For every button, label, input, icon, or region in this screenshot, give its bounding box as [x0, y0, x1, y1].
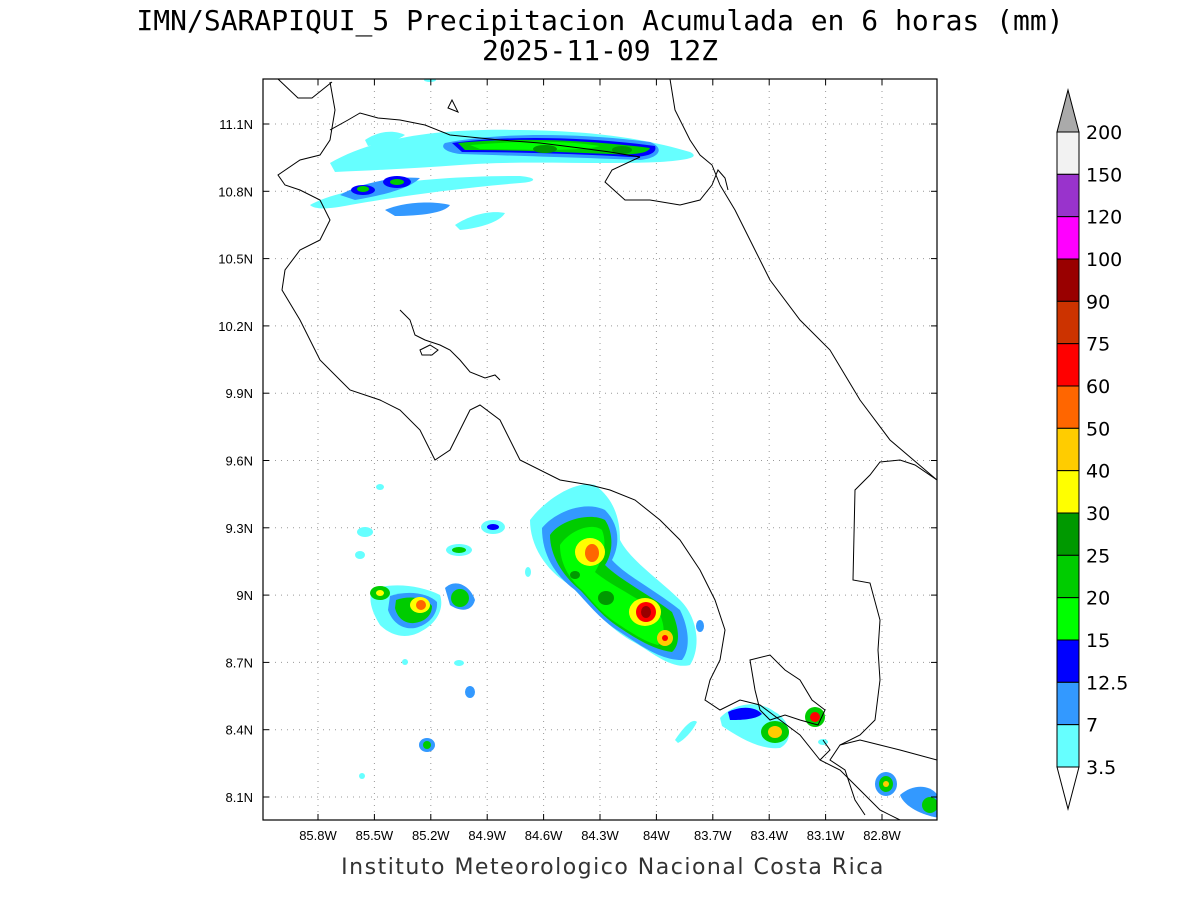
colorbar-segment [1056, 554, 1080, 599]
colorbar-segment [1056, 597, 1080, 641]
colorbar-segment [1056, 131, 1080, 175]
colorbar-under-triangle [1056, 766, 1080, 811]
latitude-axis: 11.1N 10.8N 10.5N 10.2N 9.9N 9.6N 9.3N 9N 8.7N 8.… [218, 117, 937, 805]
colorbar-segment [1056, 385, 1080, 429]
precipitation-field [277, 79, 937, 820]
rain-cluster-west [355, 484, 531, 779]
map-subtitle-datetime: 2025-11-09 12Z [481, 34, 718, 67]
lon-tick-label: 85.2W [412, 828, 450, 843]
colorbar-segment [1056, 258, 1080, 302]
lon-tick-label: 84.3W [581, 828, 619, 843]
colorbar-segment [1056, 681, 1080, 726]
colorbar-label: 100 [1086, 249, 1122, 271]
coastlines [277, 79, 937, 820]
colorbar-label: 90 [1086, 291, 1110, 313]
colorbar-label: 3.5 [1086, 757, 1116, 779]
colorbar-segment [1056, 427, 1080, 472]
lat-tick-label: 8.7N [226, 655, 253, 670]
colorbar-label: 200 [1086, 122, 1122, 144]
lon-tick-label: 84.9W [468, 828, 506, 843]
colorbar-segment [1056, 343, 1080, 387]
lon-tick-label: 82.8W [863, 828, 901, 843]
lat-tick-label: 10.8N [218, 184, 253, 199]
lon-tick-label: 85.8W [299, 828, 337, 843]
colorbar-label: 120 [1086, 207, 1122, 229]
colorbar-segment [1056, 512, 1080, 556]
lon-tick-label: 84W [643, 828, 670, 843]
colorbar-label: 20 [1086, 588, 1110, 610]
rain-cluster-central [530, 484, 697, 666]
colorbar-label: 40 [1086, 461, 1110, 483]
colorbar-legend: 200 150 120 100 90 75 60 50 40 30 25 20 15 12.5 7 3.5 [1056, 88, 1128, 811]
lon-tick-label: 84.6W [525, 828, 563, 843]
lon-tick-label: 83.4W [750, 828, 788, 843]
lat-tick-label: 9N [236, 588, 253, 603]
colorbar-over-triangle [1056, 88, 1080, 133]
colorbar-segment [1056, 724, 1080, 768]
credit-text: Instituto Meteorologico Nacional Costa R… [341, 855, 885, 880]
rain-band-north [310, 129, 694, 230]
lat-tick-label: 9.6N [226, 454, 253, 469]
lat-tick-label: 8.1N [226, 790, 253, 805]
colorbar-label: 75 [1086, 334, 1110, 356]
colorbar-segment [1056, 470, 1080, 514]
colorbar-label: 30 [1086, 503, 1110, 525]
lat-tick-label: 9.9N [226, 386, 253, 401]
lat-tick-label: 9.3N [226, 521, 253, 536]
map-title: IMN/SARAPIQUI_5 Precipitacion Acumulada … [136, 4, 1064, 37]
colorbar-label: 15 [1086, 630, 1110, 652]
lat-tick-label: 8.4N [226, 723, 253, 738]
longitude-axis: 85.8W 85.5W 85.2W 84.9W 84.6W 84.3W 84W 83.7W 83… [299, 79, 902, 843]
colorbar-label: 25 [1086, 545, 1110, 567]
colorbar-label: 150 [1086, 164, 1122, 186]
lat-tick-label: 11.1N [219, 117, 253, 132]
colorbar-segment [1056, 300, 1080, 345]
lon-tick-label: 83.1W [807, 828, 845, 843]
lat-tick-label: 10.2N [218, 319, 253, 334]
colorbar-label: 60 [1086, 376, 1110, 398]
lon-tick-label: 85.5W [356, 828, 394, 843]
colorbar-label: 50 [1086, 418, 1110, 440]
lon-tick-label: 83.7W [694, 828, 732, 843]
colorbar-label: 12.5 [1086, 672, 1128, 694]
lat-tick-label: 10.5N [218, 252, 253, 267]
colorbar-segment [1056, 639, 1080, 683]
colorbar-segment [1056, 216, 1080, 260]
colorbar-label: 7 [1086, 715, 1098, 737]
rain-cluster-southeast [424, 79, 937, 818]
colorbar-segment [1056, 173, 1080, 218]
